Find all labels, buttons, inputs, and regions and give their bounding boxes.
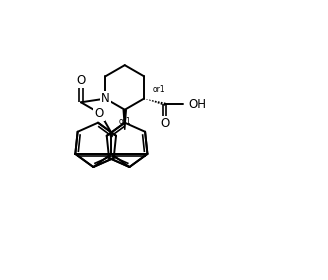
- Text: N: N: [101, 92, 110, 105]
- Text: O: O: [76, 74, 86, 87]
- Text: O: O: [94, 107, 104, 120]
- Polygon shape: [123, 110, 126, 130]
- Text: OH: OH: [188, 97, 206, 111]
- Text: or1: or1: [119, 116, 132, 125]
- Text: N: N: [101, 92, 110, 105]
- Text: or1: or1: [153, 85, 165, 94]
- Text: O: O: [160, 117, 169, 130]
